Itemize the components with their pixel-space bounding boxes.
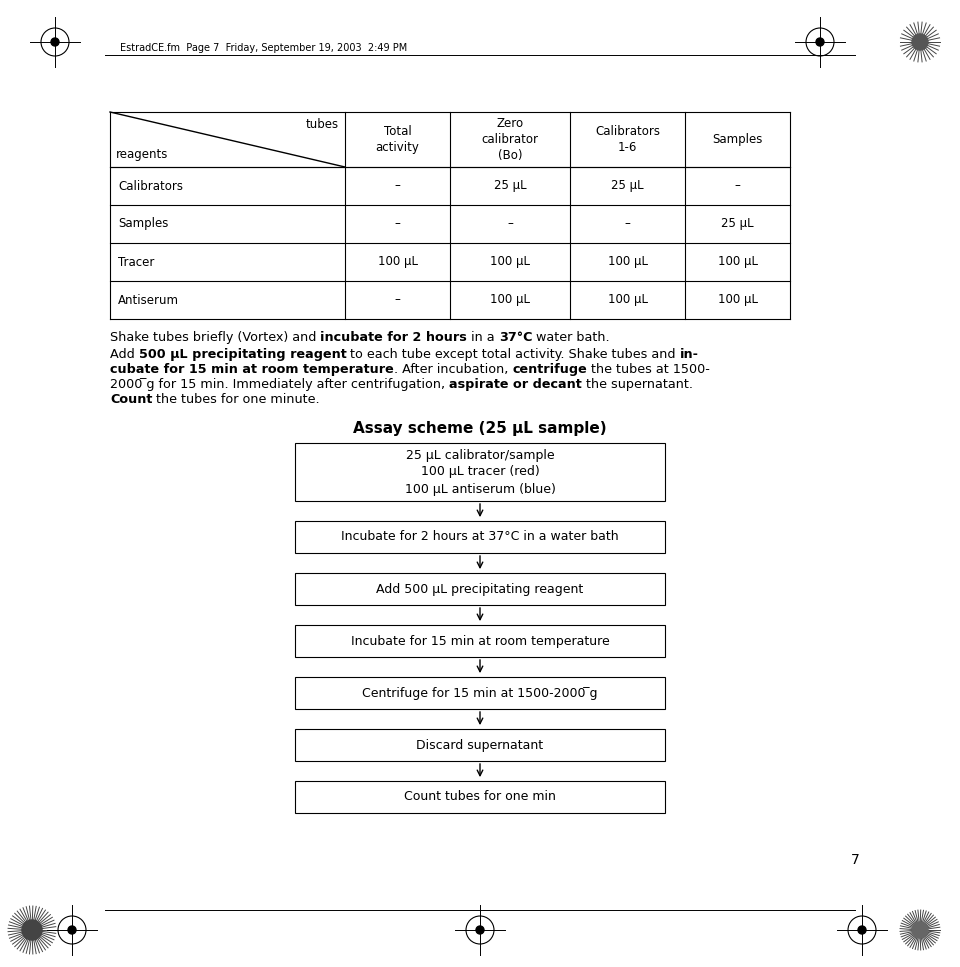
Text: tubes: tubes xyxy=(306,118,339,131)
Text: –: – xyxy=(395,180,400,192)
Text: Add: Add xyxy=(110,348,139,361)
Bar xyxy=(295,729,665,761)
Text: Calibrators
1-6: Calibrators 1-6 xyxy=(595,125,660,154)
Circle shape xyxy=(858,926,866,934)
Text: aspirate or decant: aspirate or decant xyxy=(449,378,582,391)
Text: 100 μL: 100 μL xyxy=(717,294,757,307)
Text: 100 μL: 100 μL xyxy=(490,294,530,307)
Circle shape xyxy=(22,920,42,940)
Text: 100 μL: 100 μL xyxy=(717,255,757,269)
Bar xyxy=(295,521,665,553)
Text: 7: 7 xyxy=(851,853,859,867)
Text: in a: in a xyxy=(468,331,499,344)
Text: Incubate for 2 hours at 37°C in a water bath: Incubate for 2 hours at 37°C in a water … xyxy=(341,531,619,543)
Text: Total
activity: Total activity xyxy=(375,125,420,154)
Text: the tubes for one minute.: the tubes for one minute. xyxy=(153,393,320,406)
Text: reagents: reagents xyxy=(116,148,168,161)
Text: –: – xyxy=(395,294,400,307)
Text: 100 μL: 100 μL xyxy=(377,255,418,269)
Text: Count tubes for one min: Count tubes for one min xyxy=(404,790,556,804)
Text: Count: Count xyxy=(110,393,153,406)
Circle shape xyxy=(816,38,824,46)
Bar xyxy=(295,625,665,657)
Bar xyxy=(295,781,665,813)
Text: water bath.: water bath. xyxy=(532,331,610,344)
Text: incubate for 2 hours: incubate for 2 hours xyxy=(321,331,468,344)
Text: the tubes at 1500-: the tubes at 1500- xyxy=(587,363,709,376)
Text: cubate for 15 min at room temperature: cubate for 15 min at room temperature xyxy=(110,363,394,376)
Text: 100 μL: 100 μL xyxy=(490,255,530,269)
Text: 25 μL: 25 μL xyxy=(493,180,526,192)
Text: to each tube except total activity. Shake tubes and: to each tube except total activity. Shak… xyxy=(347,348,680,361)
Circle shape xyxy=(68,926,76,934)
Text: 25 μL: 25 μL xyxy=(721,218,754,230)
Text: –: – xyxy=(734,180,740,192)
Text: . After incubation,: . After incubation, xyxy=(394,363,512,376)
Text: Zero
calibrator
(Bo): Zero calibrator (Bo) xyxy=(482,117,539,162)
Text: 25 μL: 25 μL xyxy=(612,180,644,192)
Text: EstradCE.fm  Page 7  Friday, September 19, 2003  2:49 PM: EstradCE.fm Page 7 Friday, September 19,… xyxy=(120,43,407,53)
Text: in-: in- xyxy=(680,348,699,361)
Text: Antiserum: Antiserum xyxy=(118,294,179,307)
Text: Assay scheme (25 μL sample): Assay scheme (25 μL sample) xyxy=(353,421,607,436)
Circle shape xyxy=(51,38,59,46)
Text: 100 μL: 100 μL xyxy=(608,255,647,269)
Text: –: – xyxy=(625,218,631,230)
Text: –: – xyxy=(395,218,400,230)
Text: Samples: Samples xyxy=(712,133,762,146)
Text: 25 μL calibrator/sample
100 μL tracer (red)
100 μL antiserum (blue): 25 μL calibrator/sample 100 μL tracer (r… xyxy=(404,449,556,495)
Text: Add 500 μL precipitating reagent: Add 500 μL precipitating reagent xyxy=(376,582,584,596)
Text: Shake tubes briefly (Vortex) and: Shake tubes briefly (Vortex) and xyxy=(110,331,321,344)
Bar xyxy=(295,443,665,501)
Text: Tracer: Tracer xyxy=(118,255,155,269)
Circle shape xyxy=(476,926,484,934)
Text: Incubate for 15 min at room temperature: Incubate for 15 min at room temperature xyxy=(350,634,610,648)
Circle shape xyxy=(912,922,928,938)
Text: 500 μL precipitating reagent: 500 μL precipitating reagent xyxy=(139,348,347,361)
Text: centrifuge: centrifuge xyxy=(512,363,587,376)
Text: Calibrators: Calibrators xyxy=(118,180,183,192)
Text: 100 μL: 100 μL xyxy=(608,294,647,307)
Bar xyxy=(295,677,665,709)
Text: –: – xyxy=(507,218,513,230)
Text: the supernatant.: the supernatant. xyxy=(582,378,693,391)
Text: Centrifuge for 15 min at 1500-2000 ̅g: Centrifuge for 15 min at 1500-2000 ̅g xyxy=(362,687,598,699)
Text: 2000 ̅g for 15 min. Immediately after centrifugation,: 2000 ̅g for 15 min. Immediately after ce… xyxy=(110,378,449,391)
Text: Discard supernatant: Discard supernatant xyxy=(417,739,543,751)
Bar xyxy=(295,573,665,605)
Text: Samples: Samples xyxy=(118,218,168,230)
Text: 37°C: 37°C xyxy=(499,331,532,344)
Circle shape xyxy=(912,34,928,50)
